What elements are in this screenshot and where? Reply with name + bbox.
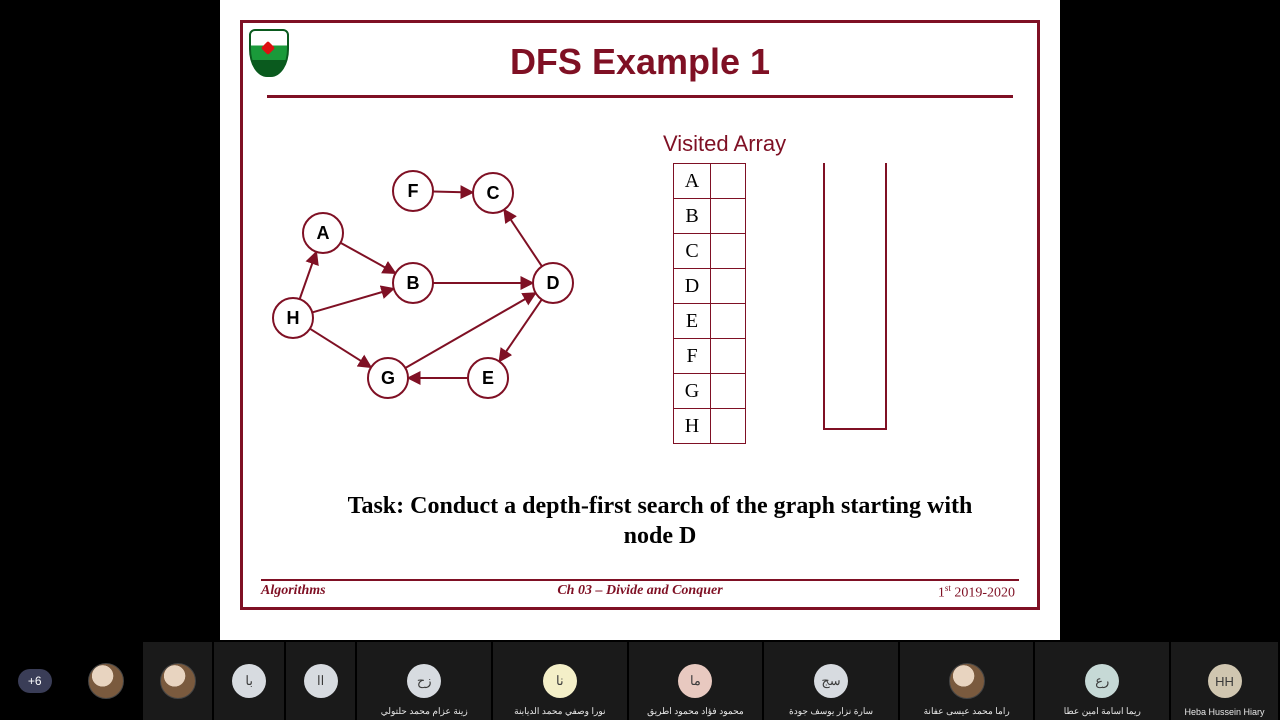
avatar	[949, 663, 985, 699]
visited-label-cell: E	[674, 304, 711, 339]
table-row: C	[674, 234, 746, 269]
participant-tile[interactable]	[71, 642, 142, 720]
graph-edge	[504, 210, 542, 267]
visited-array-title: Visited Array	[663, 131, 786, 157]
visited-label-cell: D	[674, 269, 711, 304]
graph-svg: A B C D E F G H	[263, 143, 593, 423]
visited-label-cell: H	[674, 409, 711, 444]
participant-name: محمود فؤاد محمود اطريق	[633, 706, 759, 717]
participant-tile[interactable]: رع ريما اسامة امين عطا	[1035, 642, 1171, 720]
footer-right: 1st 2019-2020	[938, 583, 1015, 602]
avatar: اا	[304, 664, 338, 698]
table-row: E	[674, 304, 746, 339]
task-text: Task: Conduct a depth-first search of th…	[323, 491, 997, 551]
visited-value-cell	[711, 374, 746, 409]
table-row: B	[674, 199, 746, 234]
slide: DFS Example 1 Visited Array ABCDEFGH ABC…	[240, 20, 1040, 610]
graph-edge	[312, 289, 394, 313]
visited-label-cell: F	[674, 339, 711, 374]
graph-edge	[310, 329, 371, 368]
participant-name: Heba Hussein Hiary	[1175, 707, 1274, 717]
graph-node-label-G: G	[381, 368, 395, 388]
table-row: H	[674, 409, 746, 444]
visited-label-cell: B	[674, 199, 711, 234]
footer-right-num: 1	[938, 586, 945, 601]
graph-edge	[405, 293, 535, 368]
avatar: زح	[407, 664, 441, 698]
footer-center: Ch 03 – Divide and Conquer	[261, 583, 1019, 599]
avatar	[88, 663, 124, 699]
participant-tile[interactable]: راما محمد عيسى عفانة	[900, 642, 1036, 720]
participant-more[interactable]: +6	[0, 642, 71, 720]
participant-tile[interactable]: نا نورا وصفي محمد الديابنة	[493, 642, 629, 720]
slide-footer: Algorithms Ch 03 – Divide and Conquer 1s…	[261, 583, 1019, 603]
avatar: ما	[678, 664, 712, 698]
table-row: G	[674, 374, 746, 409]
participant-name: نورا وصفي محمد الديابنة	[497, 706, 623, 717]
more-count-pill[interactable]: +6	[18, 669, 52, 693]
stage: DFS Example 1 Visited Array ABCDEFGH ABC…	[0, 0, 1280, 720]
graph-node-label-E: E	[482, 368, 494, 388]
slide-outer: DFS Example 1 Visited Array ABCDEFGH ABC…	[220, 0, 1060, 640]
avatar: رع	[1085, 664, 1119, 698]
participant-tile[interactable]	[143, 642, 214, 720]
visited-value-cell	[711, 339, 746, 374]
graph-node-label-D: D	[547, 273, 560, 293]
graph-edge	[499, 300, 541, 362]
visited-array-table: ABCDEFGH	[673, 163, 746, 444]
participant-tile[interactable]: سج سارة نزار يوسف جودة	[764, 642, 900, 720]
avatar: با	[232, 664, 266, 698]
visited-label-cell: C	[674, 234, 711, 269]
participant-name: سارة نزار يوسف جودة	[768, 706, 894, 717]
visited-label-cell: G	[674, 374, 711, 409]
graph-node-label-C: C	[487, 183, 500, 203]
participant-tile[interactable]: HH Heba Hussein Hiary	[1171, 642, 1280, 720]
avatar: نا	[543, 664, 577, 698]
visited-value-cell	[711, 269, 746, 304]
graph-edge	[433, 191, 473, 192]
visited-value-cell	[711, 304, 746, 339]
visited-value-cell	[711, 164, 746, 199]
avatar: HH	[1208, 664, 1242, 698]
footer-rule	[261, 579, 1019, 581]
slide-title: DFS Example 1	[243, 41, 1037, 83]
participant-name: زينة عزام محمد حلتولي	[361, 706, 487, 717]
visited-label-cell: A	[674, 164, 711, 199]
participant-name: ريما اسامة امين عطا	[1039, 706, 1165, 717]
participant-tile[interactable]: اا	[286, 642, 357, 720]
title-rule	[267, 95, 1013, 98]
graph-edge	[300, 252, 317, 299]
graph-node-label-F: F	[408, 181, 419, 201]
participant-tile[interactable]: زح زينة عزام محمد حلتولي	[357, 642, 493, 720]
graph-edge	[340, 243, 395, 274]
graph-node-label-B: B	[407, 273, 420, 293]
footer-right-year: 2019-2020	[951, 586, 1015, 601]
visited-value-cell	[711, 199, 746, 234]
participant-name: راما محمد عيسى عفانة	[904, 706, 1030, 717]
graph-figure: A B C D E F G H	[263, 143, 593, 423]
table-row: A	[674, 164, 746, 199]
graph-node-label-H: H	[287, 308, 300, 328]
avatar: سج	[814, 664, 848, 698]
avatar	[160, 663, 196, 699]
participant-tile[interactable]: با	[214, 642, 285, 720]
table-row: F	[674, 339, 746, 374]
visited-value-cell	[711, 409, 746, 444]
graph-node-label-A: A	[317, 223, 330, 243]
table-row: D	[674, 269, 746, 304]
participant-tile[interactable]: ما محمود فؤاد محمود اطريق	[629, 642, 765, 720]
stack-figure	[823, 163, 887, 430]
visited-value-cell	[711, 234, 746, 269]
participants-bar: +6 با اا زح زينة عزام محمد حلتولي نا نورا وصف…	[0, 642, 1280, 720]
